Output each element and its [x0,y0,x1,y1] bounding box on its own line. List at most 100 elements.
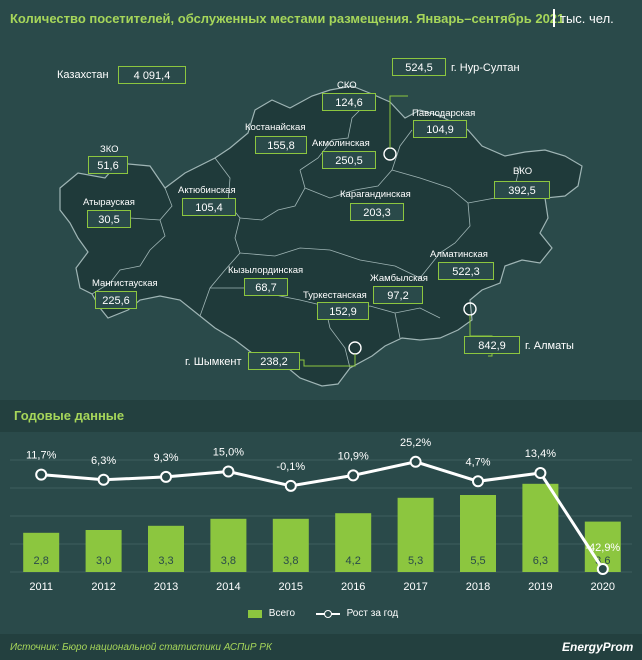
bar-2016 [335,513,372,572]
legend-bar-label: Всего [268,608,296,619]
region-label-atyrau: Атырауская [83,197,135,208]
growth-point [534,467,547,480]
country-outline [59,85,583,387]
region-borders [87,107,521,369]
bar-2012 [85,530,122,572]
region-value-zhambyl: 97,2 [373,286,423,304]
kazakhstan-map [59,85,583,387]
section-band [0,400,642,432]
growth-label: -0,1% [276,461,305,473]
growth-label: 15,0% [213,447,244,459]
bar-value-label: 2,8 [34,555,49,567]
growth-label: 13,4% [525,448,556,460]
footer [0,634,642,660]
x-tick-label: 2011 [29,581,53,593]
region-value-vko: 392,5 [494,181,550,199]
growth-label: 25,2% [400,437,431,449]
total-label: Казахстан [57,69,109,81]
total-value: 4 091,4 [118,66,186,84]
x-tick-label: 2019 [528,581,552,593]
region-value-kostanay: 155,8 [255,136,307,154]
region-label-mangystau: Мангистауская [92,278,158,289]
region-label-aktobe: Актюбинская [178,185,236,196]
growth-point [596,563,609,575]
x-tick-label: 2013 [154,581,178,593]
source-text: Источник: Бюро национальной статистики А… [10,642,272,653]
region-value-almaty-obl: 522,3 [438,262,494,280]
bar-2015 [272,518,309,572]
header: Количество посетителей, обслуженных мест… [0,0,642,38]
region-value-sko: 124,6 [322,93,376,111]
growth-label: -42,9% [585,542,620,554]
x-tick-label: 2017 [403,581,427,593]
region-value-almaty-city: 842,9 [464,336,520,354]
region-label-kostanay: Костанайская [245,122,306,133]
growth-point [222,465,235,478]
x-tick-label: 2015 [279,581,303,593]
region-value-mangystau: 225,6 [95,291,137,309]
brand-logo: EnergyProm [562,640,634,654]
title-divider [553,9,555,27]
region-value-atyrau: 30,5 [87,210,131,228]
growth-point [284,479,297,492]
region-label-vko: ВКО [513,166,533,177]
region-label-zko: ЗКО [100,144,119,155]
bar-value-label: 3,8 [221,555,236,567]
growth-label: 6,3% [91,455,116,467]
bar-2019 [522,483,559,572]
legend-bar-swatch [248,609,262,618]
growth-point [409,455,422,468]
bar-2017 [397,497,434,572]
bar-value-label: 3,0 [96,555,111,567]
bar-value-label: 3,3 [158,555,173,567]
region-label-sko: СКО [337,80,357,91]
bar-value-label: 5,5 [470,555,485,567]
legend-line-swatch [315,609,340,618]
unit-label: тыс. чел. [560,11,614,26]
region-label-shymkent: г. Шымкент [185,356,242,368]
growth-point [472,475,484,488]
region-value-akmola: 250,5 [322,151,376,169]
bar-2011 [23,532,60,572]
growth-label: 10,9% [338,450,369,462]
region-label-turkestan: Туркестанская [303,290,367,301]
x-tick-label: 2016 [341,581,365,593]
region-value-nur-sultan: 524,5 [392,58,446,76]
bar-value-label: 6,3 [533,555,548,567]
annual-chart: 2,8 2011 3,0 2012 3,3 2013 3,8 2014 3,8 2015 4,2 20… [10,437,632,593]
x-tick-label: 2012 [91,581,115,593]
chart-legend: Всего Рост за год [248,608,398,619]
region-label-nur-sultan: г. Нур-Султан [451,62,520,74]
x-tick-label: 2018 [466,581,490,593]
bar-2014 [210,518,247,572]
region-value-kyzylorda: 68,7 [244,278,288,296]
growth-point [160,470,172,483]
region-label-almaty-obl: Алматинская [430,249,488,260]
section-title: Годовые данные [14,408,125,423]
growth-point [35,468,48,481]
growth-point [347,469,360,482]
page-title: Количество посетителей, обслуженных мест… [10,11,565,26]
bar-value-label: 5,3 [408,555,423,567]
region-label-almaty-city: г. Алматы [525,340,574,352]
region-label-akmola: Акмолинская [312,138,370,149]
growth-label: 4,7% [465,456,490,468]
region-value-pavlodar: 104,9 [413,120,467,138]
region-value-karaganda: 203,3 [350,203,404,221]
region-value-turkestan: 152,9 [317,302,369,320]
region-label-karaganda: Карагандинская [340,189,411,200]
region-value-aktobe: 105,4 [182,198,236,216]
region-value-zko: 51,6 [88,156,128,174]
legend-line-label: Рост за год [346,608,399,619]
region-value-shymkent: 238,2 [248,352,300,370]
growth-point [97,473,110,486]
growth-line [41,460,605,570]
bar-2018 [460,495,496,572]
growth-label: 9,3% [153,452,178,464]
region-label-zhambyl: Жамбылская [370,273,428,284]
bar-value-label: 4,2 [346,555,361,567]
x-tick-label: 2014 [216,581,240,593]
x-tick-label: 2020 [591,581,615,593]
region-label-pavlodar: Павлодарская [412,108,476,119]
region-label-kyzylorda: Кызылординская [228,265,304,276]
